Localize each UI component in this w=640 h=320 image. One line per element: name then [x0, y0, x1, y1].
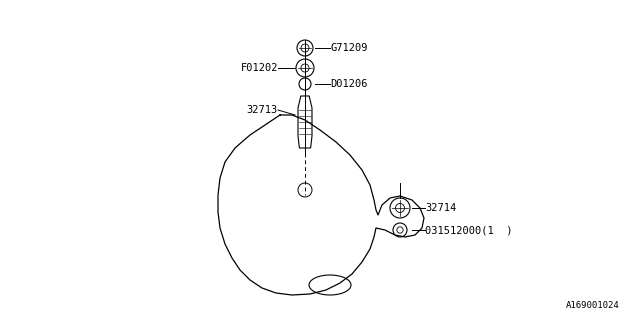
Text: 031512000(1  ): 031512000(1 ): [425, 225, 513, 235]
Text: G71209: G71209: [330, 43, 367, 53]
Text: 32713: 32713: [247, 105, 278, 115]
Text: A169001024: A169001024: [566, 301, 620, 310]
Text: F01202: F01202: [241, 63, 278, 73]
Text: D01206: D01206: [330, 79, 367, 89]
Text: 32714: 32714: [425, 203, 456, 213]
